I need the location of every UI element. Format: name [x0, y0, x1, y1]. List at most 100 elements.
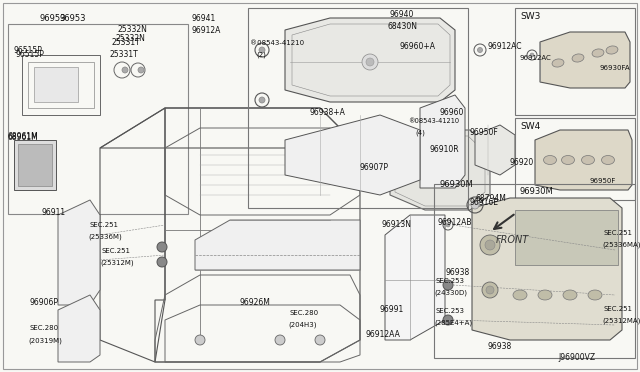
Text: SEC.253: SEC.253 [436, 278, 465, 284]
Text: 96950F: 96950F [590, 178, 616, 184]
Polygon shape [58, 200, 100, 305]
Text: 96938: 96938 [446, 268, 470, 277]
Text: 68961M: 68961M [8, 133, 39, 142]
Text: (2): (2) [256, 52, 266, 58]
Text: 68961M: 68961M [8, 132, 39, 141]
Text: 96950F: 96950F [470, 128, 499, 137]
Text: 96515P: 96515P [15, 50, 44, 59]
Polygon shape [472, 198, 622, 340]
Circle shape [275, 335, 285, 345]
Text: 96913N: 96913N [382, 220, 412, 229]
Text: 25331T: 25331T [110, 50, 139, 59]
Text: ®08543-41210: ®08543-41210 [408, 118, 459, 124]
Bar [515, 8, 635, 115]
Circle shape [157, 242, 167, 252]
Circle shape [443, 315, 453, 325]
Circle shape [471, 201, 479, 209]
Text: (4): (4) [415, 130, 425, 137]
Circle shape [486, 286, 494, 294]
Text: SEC.251: SEC.251 [604, 230, 633, 236]
Text: (25312M): (25312M) [100, 260, 134, 266]
Circle shape [315, 335, 325, 345]
Text: 96991: 96991 [380, 305, 404, 314]
Text: 96960+A: 96960+A [400, 42, 436, 51]
Polygon shape [540, 32, 630, 88]
Bar [8, 24, 188, 214]
Text: 25332N: 25332N [118, 25, 148, 34]
Text: 96907P: 96907P [360, 163, 389, 172]
Polygon shape [475, 125, 515, 175]
Circle shape [482, 282, 498, 298]
Ellipse shape [513, 290, 527, 300]
Circle shape [530, 53, 534, 57]
Ellipse shape [538, 290, 552, 300]
Circle shape [259, 97, 265, 103]
Text: SEC.280: SEC.280 [290, 310, 319, 316]
Text: SEC.251: SEC.251 [604, 306, 633, 312]
Text: 96953: 96953 [60, 14, 86, 23]
Ellipse shape [592, 49, 604, 57]
Text: 96938: 96938 [488, 342, 512, 351]
Bar [515, 210, 618, 265]
Circle shape [138, 67, 144, 73]
Ellipse shape [602, 155, 614, 164]
Ellipse shape [588, 290, 602, 300]
Polygon shape [420, 95, 465, 188]
Text: 96912AB: 96912AB [438, 218, 472, 227]
Polygon shape [195, 220, 360, 270]
Text: 96940: 96940 [390, 10, 414, 19]
Circle shape [485, 240, 495, 250]
Text: SEC.251: SEC.251 [102, 248, 131, 254]
Text: 96916E: 96916E [470, 198, 499, 207]
Text: (25336MA): (25336MA) [602, 242, 640, 248]
Circle shape [477, 48, 483, 52]
Text: 96912AA: 96912AA [365, 330, 400, 339]
Circle shape [259, 47, 265, 53]
Text: 96930FA: 96930FA [600, 65, 630, 71]
Text: 96515P: 96515P [14, 46, 43, 55]
Text: 96960: 96960 [440, 108, 465, 117]
Text: 96930M: 96930M [440, 180, 474, 189]
Bar [28, 62, 94, 108]
Text: SW3: SW3 [520, 12, 540, 21]
Text: 25331T: 25331T [112, 38, 141, 47]
Circle shape [362, 54, 378, 70]
Bar [434, 184, 635, 358]
Text: 96911: 96911 [42, 208, 66, 217]
Text: SW4: SW4 [520, 122, 540, 131]
Text: 96920: 96920 [510, 158, 534, 167]
Circle shape [122, 67, 128, 73]
Text: 68794M: 68794M [476, 194, 507, 203]
Text: ®08543-41210: ®08543-41210 [250, 40, 304, 46]
Bar [248, 8, 468, 208]
Text: (285E4+A): (285E4+A) [434, 320, 472, 327]
Text: 96953: 96953 [40, 14, 67, 23]
Text: 68430N: 68430N [388, 22, 418, 31]
Text: SEC.280: SEC.280 [30, 325, 59, 331]
Ellipse shape [543, 155, 557, 164]
Text: 96910R: 96910R [430, 145, 460, 154]
Circle shape [366, 58, 374, 66]
Text: SEC.253: SEC.253 [436, 308, 465, 314]
Text: (24330D): (24330D) [434, 290, 467, 296]
Ellipse shape [606, 46, 618, 54]
Text: (204H3): (204H3) [288, 322, 317, 328]
Ellipse shape [563, 290, 577, 300]
Text: 96906P: 96906P [30, 298, 59, 307]
Polygon shape [58, 295, 100, 362]
Text: 96938+A: 96938+A [310, 108, 346, 117]
Bar [34, 67, 78, 102]
Bar [18, 144, 52, 186]
Polygon shape [285, 18, 455, 102]
Text: FRONT: FRONT [496, 235, 529, 245]
Polygon shape [385, 215, 445, 340]
Ellipse shape [561, 155, 575, 164]
Text: 96941: 96941 [192, 14, 216, 23]
Bar [14, 140, 56, 190]
Text: SEC.251: SEC.251 [90, 222, 119, 228]
Polygon shape [285, 115, 420, 195]
Text: 96912AC: 96912AC [520, 55, 552, 61]
Bar [515, 118, 635, 200]
Text: 25332N: 25332N [115, 34, 145, 43]
Circle shape [195, 335, 205, 345]
